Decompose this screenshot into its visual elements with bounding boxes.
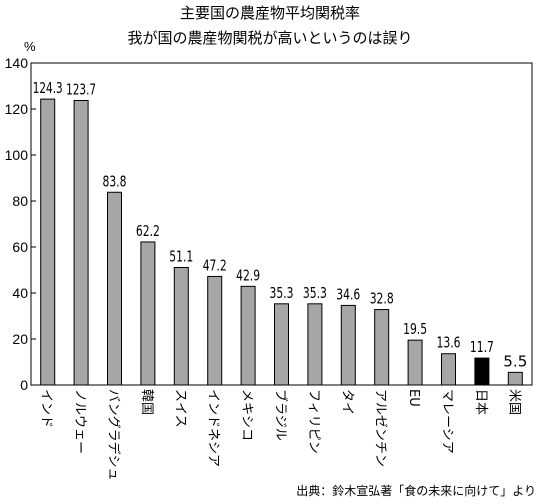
bars xyxy=(40,98,523,386)
data-label: 51.1 xyxy=(169,247,193,265)
bar xyxy=(474,357,490,386)
data-label: 47.2 xyxy=(203,256,227,274)
y-tick-label: 80 xyxy=(12,193,28,209)
y-tick-label: 40 xyxy=(12,285,28,301)
bar xyxy=(140,241,156,386)
bar xyxy=(207,275,223,386)
bar xyxy=(374,309,390,386)
data-label: 35.3 xyxy=(270,284,294,302)
category-label: スイス xyxy=(172,389,187,428)
category-label: メキシコ xyxy=(239,389,254,441)
bar xyxy=(107,191,122,386)
data-label: 124.3 xyxy=(33,79,63,97)
category-label: アルゼンチン xyxy=(373,389,388,467)
bar xyxy=(73,99,89,386)
category-label: 日本 xyxy=(473,389,488,415)
chart-title: 主要国の農産物平均関税率 xyxy=(180,4,360,22)
data-label: 32.8 xyxy=(370,290,394,308)
category-label: フィリピン xyxy=(306,389,321,454)
category-label: 米国 xyxy=(506,389,521,415)
category-label: タイ xyxy=(339,389,354,415)
bar xyxy=(274,303,289,386)
data-label: 19.5 xyxy=(403,320,427,338)
y-axis-unit: % xyxy=(24,39,36,54)
data-label: 5.5 xyxy=(503,352,527,370)
data-label: 35.3 xyxy=(303,284,327,302)
data-label: 42.9 xyxy=(236,266,260,284)
chart-subtitle: 我が国の農産物関税が高いというのは誤り xyxy=(127,29,412,47)
bar xyxy=(40,98,56,386)
bar xyxy=(407,339,423,386)
data-label: 34.6 xyxy=(336,285,360,303)
data-label: 83.8 xyxy=(103,172,127,190)
bar xyxy=(507,371,523,386)
y-tick-label: 140 xyxy=(5,55,29,71)
bar xyxy=(173,266,189,386)
y-axis-ticks: 0 20 40 60 80 100 120 140 xyxy=(5,55,36,393)
category-label: EU xyxy=(406,389,421,407)
bar xyxy=(240,285,256,386)
bar xyxy=(441,353,456,386)
category-label: ノルウェー xyxy=(72,389,87,454)
category-label: インド xyxy=(39,389,54,428)
source-note: 出典：鈴木宣弘著「食の未来に向けて」より xyxy=(296,483,536,498)
category-label: ブラジル xyxy=(273,389,289,441)
category-label: 韓国 xyxy=(139,389,154,415)
data-label: 62.2 xyxy=(136,222,160,240)
bar xyxy=(340,304,356,386)
category-label: バングラデシュ xyxy=(106,389,122,481)
bar xyxy=(307,303,323,386)
data-label: 13.6 xyxy=(437,334,461,352)
y-tick-label: 120 xyxy=(5,101,29,117)
data-label: 11.7 xyxy=(470,338,494,356)
y-tick-label: 60 xyxy=(12,239,28,255)
y-tick-label: 100 xyxy=(5,147,29,163)
value-labels: 124.3 123.7 83.8 62.2 51.1 47.2 42.9 35.3 35.3 34… xyxy=(33,79,528,370)
data-label: 123.7 xyxy=(66,80,96,98)
y-tick-label: 0 xyxy=(20,377,28,393)
category-label: インドネシア xyxy=(206,389,221,467)
y-tick-label: 20 xyxy=(12,331,28,347)
category-label: マレーシア xyxy=(440,389,455,454)
category-labels: インド ノルウェー バングラデシュ 韓国 スイス インドネシア メキシコ ブラジル フィリピン タ… xyxy=(39,389,522,481)
